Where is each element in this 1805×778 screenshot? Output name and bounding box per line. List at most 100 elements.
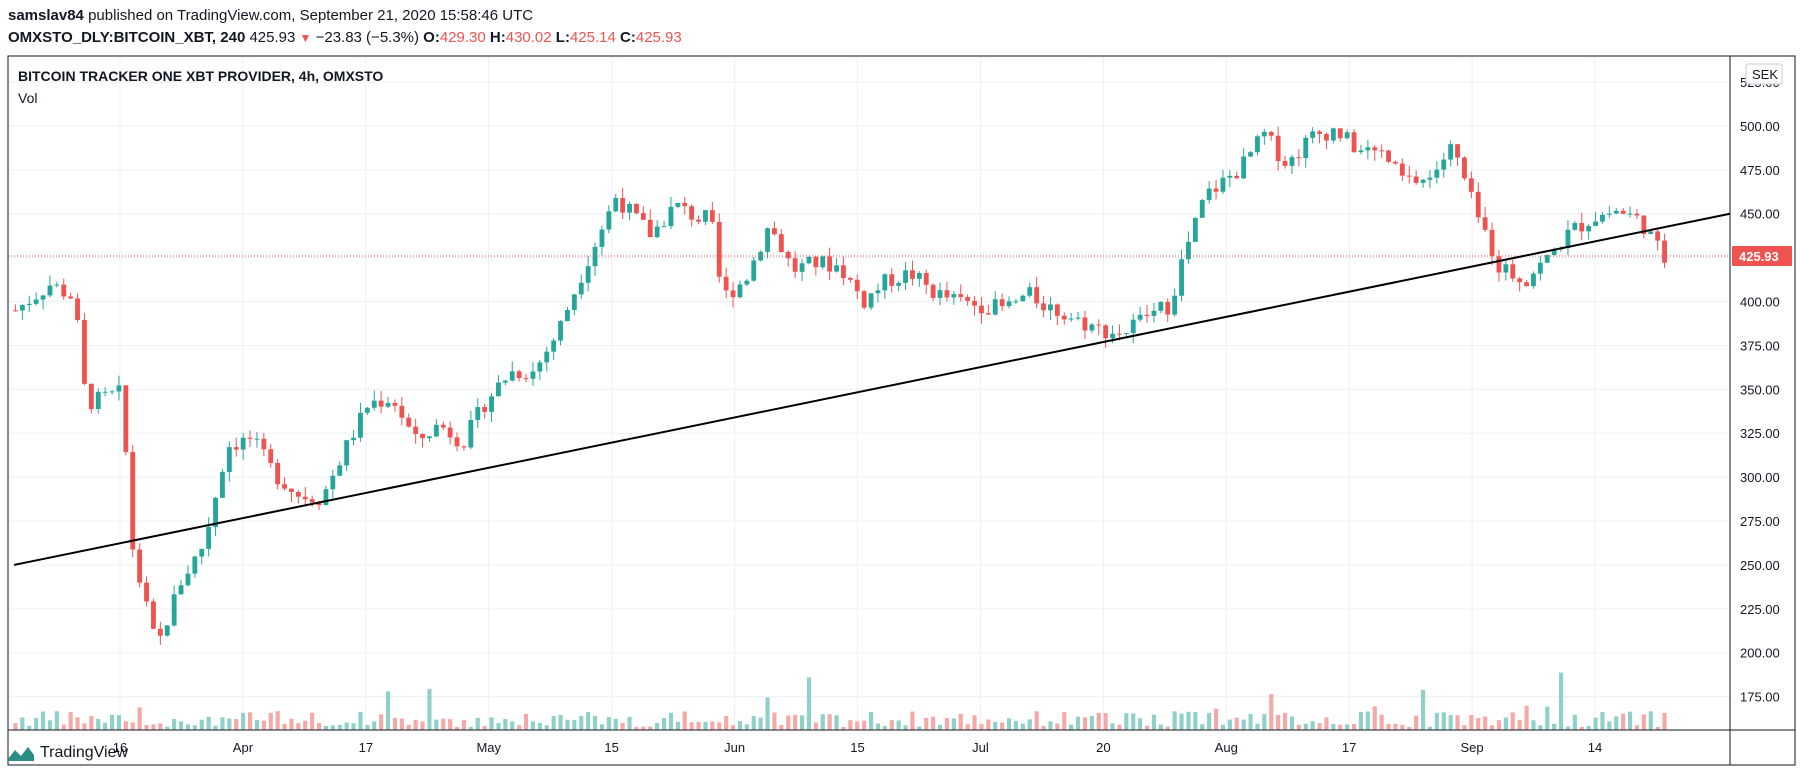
candle-body: [1075, 317, 1081, 319]
candle-body: [965, 297, 971, 301]
candle-body: [302, 496, 308, 500]
candle-body: [1524, 282, 1529, 287]
volume-bar: [234, 719, 239, 730]
brand-name: TradingView: [40, 744, 129, 761]
volume-bar: [1420, 689, 1426, 730]
candle-body: [157, 628, 163, 636]
candle-body: [75, 298, 80, 320]
candle-body: [358, 412, 363, 438]
candle-body: [627, 203, 632, 213]
volume-bar: [862, 720, 867, 730]
candle-body: [1337, 128, 1343, 139]
candle-body: [344, 440, 350, 466]
brand[interactable]: TradingView: [8, 744, 128, 762]
candle-body: [1531, 273, 1536, 287]
candle-body: [309, 499, 315, 503]
candle-body: [1648, 231, 1654, 234]
candle-body: [33, 299, 39, 304]
time-tick-label: 15: [850, 740, 864, 755]
volume-bar: [910, 711, 915, 730]
candle-body: [744, 280, 750, 285]
candle-body: [489, 396, 494, 412]
volume-bar: [103, 722, 108, 730]
candle-body: [875, 290, 881, 294]
candle-body: [1351, 132, 1357, 153]
candle-body: [758, 251, 764, 261]
volume-bar: [61, 724, 66, 730]
volume-bar: [1496, 720, 1502, 730]
volume-bar: [592, 715, 598, 730]
volume-bar: [1289, 716, 1295, 730]
volume-bar: [1331, 724, 1336, 730]
candle-body: [565, 309, 570, 322]
volume-bar: [965, 724, 970, 730]
volume-bar: [254, 719, 260, 730]
candle-body: [1172, 295, 1178, 315]
volume-bar: [109, 714, 115, 730]
candle-body: [620, 198, 626, 213]
time-axis[interactable]: 16 Apr 17 May 15 Jun 15 Jul 20 Aug 17 Sep 14: [113, 740, 1602, 755]
volume-bar: [489, 717, 494, 730]
candle-body: [282, 484, 287, 489]
time-tick-label: 16: [113, 740, 127, 755]
candle-body: [1186, 241, 1191, 260]
candle-body: [1379, 150, 1385, 152]
candle-body: [406, 417, 412, 427]
candle-body: [351, 437, 356, 441]
volume-bar: [737, 721, 743, 730]
candle-body: [378, 400, 384, 407]
volume-bar: [137, 707, 142, 730]
candle-body: [1634, 213, 1640, 216]
candle-body: [1241, 156, 1247, 179]
volume-bar: [68, 712, 73, 730]
volume-bar: [172, 719, 177, 730]
volume-bar: [896, 720, 901, 730]
candle-body: [40, 295, 46, 300]
candle-body: [1586, 225, 1592, 232]
volume-bar: [385, 691, 391, 730]
volume-bar: [689, 722, 694, 730]
volume-bar: [786, 715, 791, 730]
candle-body: [1393, 161, 1398, 164]
grid: [8, 56, 1730, 730]
author-name[interactable]: samslav84: [8, 7, 84, 24]
candle-body: [88, 383, 94, 410]
volume-bar: [1096, 712, 1101, 730]
candle-body: [130, 452, 136, 550]
volume-bar: [379, 714, 384, 730]
candle-body: [102, 391, 108, 393]
candle-body: [640, 213, 646, 220]
candle-body: [420, 434, 425, 439]
candle-body: [275, 462, 281, 485]
candle-body: [1434, 169, 1440, 178]
candle-body: [178, 585, 184, 595]
candle-body: [1027, 287, 1033, 296]
candle-body: [1365, 147, 1371, 151]
volume-bar: [523, 713, 529, 730]
volume-bar: [310, 712, 315, 730]
volume-bar: [96, 719, 101, 730]
candle-body: [1344, 132, 1350, 139]
currency-badge[interactable]: SEK: [1745, 63, 1783, 85]
volume-bar: [1179, 713, 1184, 730]
candle-body: [440, 424, 446, 428]
volume-bar: [1655, 726, 1660, 730]
volume-bar: [1448, 715, 1453, 730]
candle-body: [468, 419, 474, 448]
volume-bar: [937, 724, 943, 730]
candle-body: [1420, 179, 1426, 183]
volume-bar: [1027, 719, 1032, 730]
volume-bar: [275, 711, 280, 730]
candle-body: [1089, 324, 1095, 331]
volume-bar: [1407, 726, 1412, 730]
price-axis[interactable]: 525.00500.00475.00450.00425.00400.00375.…: [1740, 75, 1780, 705]
candle-body: [268, 449, 274, 463]
trendline[interactable]: [13, 212, 1731, 566]
candle-body: [1151, 310, 1157, 316]
candle-body: [1158, 301, 1164, 311]
candle-body: [765, 228, 770, 252]
candle-body: [1606, 213, 1612, 215]
candle-body: [1496, 256, 1502, 273]
volume-bar: [1000, 722, 1005, 730]
